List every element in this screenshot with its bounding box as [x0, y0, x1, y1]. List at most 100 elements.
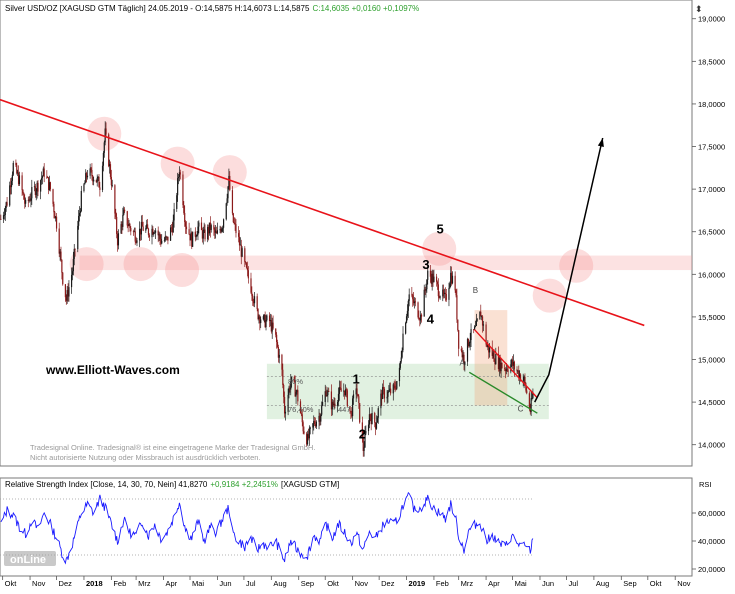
- price-candle-body: [512, 361, 515, 366]
- price-candle-body: [200, 222, 203, 231]
- price-candle-body: [173, 208, 175, 221]
- price-candle-body: [238, 236, 241, 246]
- price-candle-body: [435, 276, 438, 282]
- price-candle-body: [127, 225, 129, 227]
- price-candle-body: [328, 390, 330, 392]
- price-candle-body: [234, 223, 236, 225]
- price-candle-body: [62, 272, 64, 285]
- price-candle-body: [426, 279, 428, 290]
- price-candle-body: [365, 431, 367, 434]
- price-candle-body: [290, 381, 292, 390]
- price-candle-body: [356, 388, 358, 395]
- price-candle-body: [482, 324, 485, 326]
- y-tick-label: 17,0000: [698, 185, 725, 194]
- price-candle-body: [438, 296, 440, 298]
- highlight-circle: [69, 247, 104, 282]
- price-candle-body: [462, 354, 464, 358]
- price-candle-body: [183, 205, 185, 213]
- price-candle-body: [142, 226, 144, 231]
- price-candle-body: [314, 420, 316, 425]
- price-candle-body: [469, 340, 471, 343]
- price-candle-body: [134, 231, 136, 242]
- price-candle-body: [504, 368, 506, 370]
- price-candle-body: [109, 164, 112, 177]
- price-candle-body: [492, 352, 494, 356]
- y-tick-label: 17,5000: [698, 143, 725, 152]
- price-candle-body: [327, 390, 329, 396]
- price-candle-body: [334, 403, 336, 406]
- price-candle-body: [325, 391, 327, 396]
- price-candle-body: [48, 177, 50, 190]
- price-candle-body: [296, 390, 298, 393]
- rsi-title-main: Relative Strength Index [Close, 14, 30, …: [5, 480, 208, 489]
- price-candle-body: [221, 228, 223, 232]
- price-candle-body: [77, 225, 79, 250]
- price-candle-body: [55, 216, 57, 219]
- price-candle-body: [71, 271, 74, 275]
- price-candle-body: [157, 230, 159, 236]
- price-candle-body: [510, 364, 512, 372]
- price-candle-body: [297, 390, 299, 402]
- price-candle-body: [321, 401, 324, 406]
- wave-label: C: [518, 404, 524, 413]
- price-candle-body: [10, 185, 12, 188]
- price-candle-body: [154, 230, 157, 233]
- price-candle-body: [121, 224, 123, 227]
- price-candle-body: [361, 422, 363, 438]
- x-tick-label: Mai: [192, 579, 204, 588]
- price-candle-body: [413, 299, 415, 304]
- header-layer: Silver USD/OZ [XAGUSD GTM Täglich] 24.05…: [5, 4, 419, 489]
- price-candle-body: [43, 168, 45, 177]
- price-candle-body: [338, 387, 340, 394]
- price-candle-body: [52, 189, 54, 204]
- price-candle-body: [526, 390, 528, 394]
- price-candle-body: [17, 172, 19, 174]
- price-candle-body: [37, 182, 39, 192]
- price-candle-body: [133, 231, 135, 233]
- price-candle-body: [253, 301, 255, 304]
- price-candle-body: [320, 414, 322, 422]
- price-candle-body: [419, 319, 421, 321]
- price-candle-body: [380, 393, 382, 409]
- price-candle-body: [367, 424, 370, 432]
- price-candle-body: [524, 376, 526, 384]
- x-tick-label: Mrz: [461, 579, 474, 588]
- price-candle-body: [41, 176, 44, 179]
- price-panel: [0, 0, 693, 467]
- x-tick-label: Okt: [650, 579, 663, 588]
- wave-label: A: [460, 358, 466, 367]
- price-candle-body: [277, 347, 279, 358]
- price-candle-body: [439, 296, 441, 298]
- price-candle-body: [460, 348, 462, 351]
- price-candle-body: [70, 274, 73, 288]
- price-candle-body: [495, 353, 497, 365]
- price-candle-body: [147, 228, 150, 236]
- x-tick-label: Jul: [569, 579, 579, 588]
- price-candle-body: [449, 283, 451, 289]
- price-candle-body: [414, 301, 416, 303]
- price-candle-body: [387, 391, 389, 397]
- price-candle-body: [406, 310, 409, 317]
- trendline-wedge-lower: [468, 371, 538, 414]
- price-candle-body: [154, 232, 156, 234]
- price-candle-body: [264, 314, 266, 328]
- price-candle-body: [301, 414, 303, 423]
- price-candle-body: [2, 215, 5, 220]
- price-candle-body: [15, 162, 17, 166]
- price-candle-body: [184, 222, 187, 227]
- price-candle-body: [164, 236, 166, 241]
- price-candle-body: [458, 330, 460, 349]
- price-candle-body: [101, 165, 104, 190]
- y-tick-label: 15,5000: [698, 313, 725, 322]
- price-candle-body: [408, 294, 410, 301]
- rsi-title: Relative Strength Index [Close, 14, 30, …: [5, 480, 339, 489]
- fib-80-label: 80%: [288, 377, 303, 386]
- price-candle-body: [437, 284, 439, 297]
- fib-76-label: 76,40%: [288, 405, 314, 414]
- price-candle-body: [129, 224, 131, 228]
- price-candle-body: [332, 401, 334, 406]
- x-tick-label: Okt: [327, 579, 340, 588]
- price-candle-body: [494, 361, 496, 365]
- price-candle-body: [405, 316, 408, 323]
